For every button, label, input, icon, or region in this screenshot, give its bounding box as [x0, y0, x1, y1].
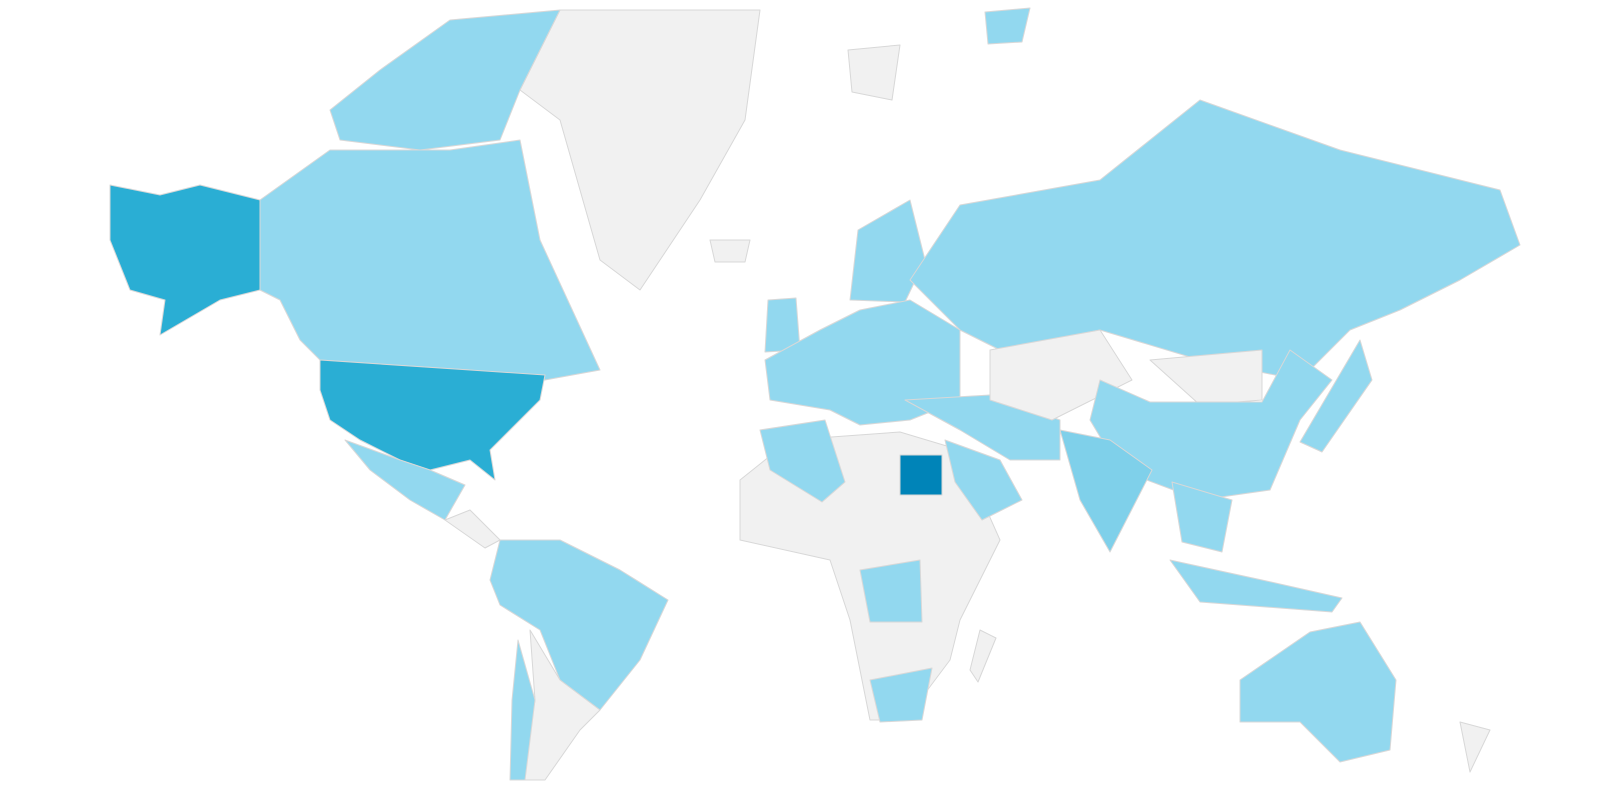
- region-saudi-arabia[interactable]: [944, 439, 1023, 521]
- region-scandinavia[interactable]: [849, 199, 926, 303]
- region-alaska[interactable]: [109, 184, 261, 336]
- region-india[interactable]: [1059, 429, 1153, 553]
- region-central-america[interactable]: [444, 509, 501, 549]
- region-svalbard[interactable]: [847, 44, 901, 101]
- region-arctic-islands[interactable]: [984, 7, 1031, 45]
- region-japan[interactable]: [1299, 339, 1373, 453]
- region-mongolia[interactable]: [1149, 349, 1263, 406]
- region-iceland[interactable]: [709, 239, 751, 263]
- region-canadian-arctic[interactable]: [329, 9, 561, 151]
- region-indonesia[interactable]: [1169, 559, 1343, 613]
- region-south-africa[interactable]: [869, 667, 933, 723]
- region-madagascar[interactable]: [969, 629, 997, 683]
- region-canada[interactable]: [259, 139, 601, 381]
- region-australia[interactable]: [1239, 621, 1397, 763]
- region-southeast-asia[interactable]: [1171, 481, 1233, 553]
- region-north-africa[interactable]: [759, 419, 846, 503]
- region-chile[interactable]: [509, 639, 536, 781]
- region-dr-congo[interactable]: [859, 559, 923, 623]
- region-mexico[interactable]: [344, 439, 466, 521]
- region-greenland[interactable]: [519, 9, 761, 291]
- region-egypt[interactable]: [899, 454, 943, 496]
- region-usa[interactable]: [319, 359, 546, 481]
- region-new-zealand[interactable]: [1459, 721, 1491, 773]
- region-russia[interactable]: [909, 99, 1521, 381]
